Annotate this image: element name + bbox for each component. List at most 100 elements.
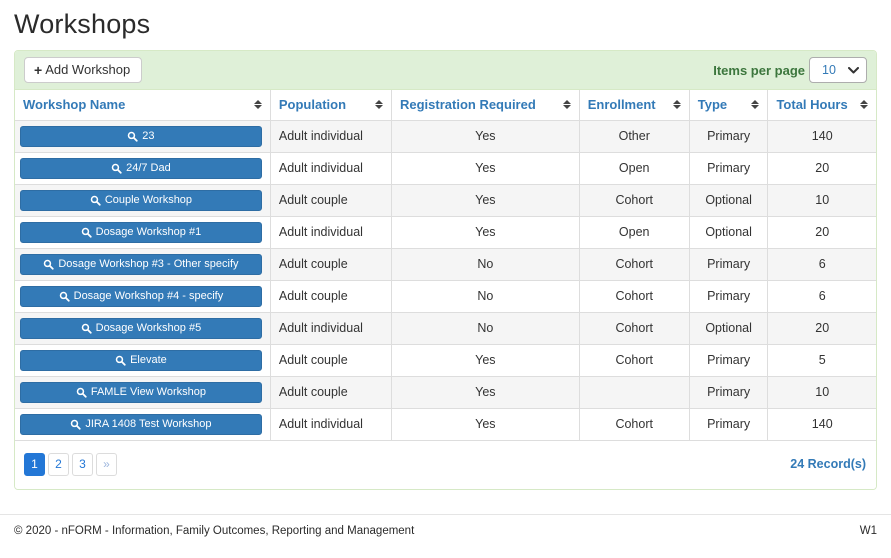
workshops-table: Workshop Name Population Registration Requ… (15, 90, 876, 441)
table-row: Dosage Workshop #5 Adult individual No Coho… (15, 311, 876, 345)
add-workshop-label: Add Workshop (45, 62, 131, 77)
sort-icon[interactable] (374, 100, 383, 110)
workshop-name-label: FAMLE View Workshop (90, 386, 206, 398)
cell-registration-required: Yes (390, 343, 580, 377)
cell-registration-required: No (390, 247, 580, 281)
cell-type: Primary (688, 151, 769, 185)
cell-enrollment: Cohort (578, 247, 690, 281)
cell-total-hours: 10 (767, 183, 876, 217)
cell-type: Optional (688, 311, 769, 345)
sort-icon[interactable] (253, 100, 262, 110)
column-header-total-hours[interactable]: Total Hours (767, 90, 876, 121)
table-row: Dosage Workshop #4 - specify Adult couple… (15, 279, 876, 313)
page-button-2[interactable]: 2 (48, 452, 69, 476)
sort-icon[interactable] (860, 100, 868, 110)
cell-enrollment: Cohort (578, 183, 690, 217)
column-header-workshop-name[interactable]: Workshop Name (15, 90, 271, 121)
column-header-type[interactable]: Type (688, 90, 769, 121)
column-header-registration-required[interactable]: Registration Required (390, 90, 580, 121)
table-row: 24/7 Dad Adult individual Yes Open Primary 20 (15, 151, 876, 185)
column-header-population[interactable]: Population (269, 90, 392, 121)
items-per-page-select[interactable]: 10 (809, 57, 867, 83)
workshop-name-label: Dosage Workshop #5 (95, 322, 202, 334)
workshops-page: Workshops + Add Workshop Items per page … (14, 0, 877, 490)
cell-total-hours: 20 (767, 151, 876, 185)
table-row: Dosage Workshop #3 - Other specify Adult … (15, 247, 876, 281)
chevron-down-icon (848, 66, 859, 74)
search-icon (44, 259, 54, 270)
plus-icon: + (34, 61, 43, 78)
site-footer: © 2020 - nFORM - Information, Family Out… (14, 515, 877, 547)
search-icon (128, 131, 138, 142)
cell-registration-required: Yes (390, 183, 580, 217)
cell-workshop-name: JIRA 1408 Test Workshop (15, 407, 271, 441)
cell-type: Optional (688, 215, 769, 249)
column-label: Workshop Name (23, 97, 126, 113)
workshops-panel: + Add Workshop Items per page 10 Worksho… (14, 50, 877, 490)
workshop-open-button[interactable]: 23 (20, 125, 262, 147)
cell-enrollment: Open (578, 151, 690, 185)
cell-total-hours: 6 (767, 247, 876, 281)
cell-population: Adult couple (269, 183, 392, 217)
cell-registration-required: Yes (390, 407, 580, 441)
cell-total-hours: 6 (767, 279, 876, 313)
column-label: Enrollment (587, 97, 656, 113)
workshop-open-button[interactable]: JIRA 1408 Test Workshop (20, 413, 262, 435)
cell-type: Primary (688, 119, 769, 153)
cell-workshop-name: Dosage Workshop #3 - Other specify (15, 247, 271, 281)
cell-type: Primary (688, 247, 769, 281)
cell-population: Adult individual (269, 311, 392, 345)
sort-icon[interactable] (751, 100, 760, 110)
cell-total-hours: 10 (767, 375, 876, 409)
pagination: 1 2 3» (24, 452, 117, 476)
search-icon (76, 387, 87, 398)
column-header-enrollment[interactable]: Enrollment (578, 90, 690, 121)
cell-total-hours: 140 (767, 119, 876, 153)
workshop-open-button[interactable]: FAMLE View Workshop (20, 381, 262, 403)
page-button-1[interactable]: 1 (24, 452, 45, 476)
sort-icon[interactable] (562, 100, 571, 110)
cell-workshop-name: Elevate (15, 343, 271, 377)
workshop-open-button[interactable]: Dosage Workshop #4 - specify (20, 285, 262, 307)
workshop-name-label: 23 (142, 130, 155, 142)
cell-population: Adult individual (269, 407, 392, 441)
page-title: Workshops (14, 9, 151, 39)
workshop-open-button[interactable]: Couple Workshop (20, 189, 262, 211)
workshop-open-button[interactable]: Dosage Workshop #1 (20, 221, 262, 243)
cell-population: Adult couple (269, 375, 392, 409)
cell-total-hours: 20 (767, 311, 876, 345)
search-icon (59, 291, 70, 302)
workshop-name-label: Couple Workshop (104, 194, 193, 206)
sort-icon[interactable] (672, 100, 681, 110)
workshop-open-button[interactable]: 24/7 Dad (20, 157, 262, 179)
search-icon (81, 227, 92, 238)
workshop-open-button[interactable]: Elevate (20, 349, 262, 371)
column-label: Total Hours (776, 97, 848, 113)
page-button-3[interactable]: 3 (72, 452, 93, 476)
cell-total-hours: 5 (767, 343, 876, 377)
cell-type: Primary (688, 279, 769, 313)
toolbar: + Add Workshop Items per page 10 (15, 51, 876, 90)
workshop-open-button[interactable]: Dosage Workshop #3 - Other specify (20, 253, 262, 275)
cell-workshop-name: 24/7 Dad (15, 151, 271, 185)
add-workshop-button[interactable]: + Add Workshop (24, 57, 143, 83)
items-per-page: Items per page 10 (713, 57, 867, 83)
workshop-name-label: JIRA 1408 Test Workshop (85, 418, 212, 430)
table-row: Couple Workshop Adult couple Yes Cohort Opti… (15, 183, 876, 217)
cell-workshop-name: Dosage Workshop #4 - specify (15, 279, 271, 313)
workshop-open-button[interactable]: Dosage Workshop #5 (20, 317, 262, 339)
column-label: Type (697, 97, 728, 113)
table-row: 23 Adult individual Yes Other Primary 140 (15, 119, 876, 153)
cell-enrollment (578, 375, 690, 409)
cell-type: Primary (688, 407, 769, 441)
table-header-row: Workshop Name Population Registration Requ… (15, 90, 876, 121)
column-label: Registration Required (399, 97, 536, 113)
cell-enrollment: Cohort (578, 407, 690, 441)
table-footer: 1 2 3» 24 Record(s) (15, 440, 876, 489)
cell-enrollment: Cohort (578, 279, 690, 313)
page-next-button[interactable]: » (96, 452, 117, 476)
cell-population: Adult individual (269, 119, 392, 153)
cell-registration-required: No (390, 311, 580, 345)
cell-workshop-name: Couple Workshop (15, 183, 271, 217)
footer-divider (0, 513, 891, 515)
